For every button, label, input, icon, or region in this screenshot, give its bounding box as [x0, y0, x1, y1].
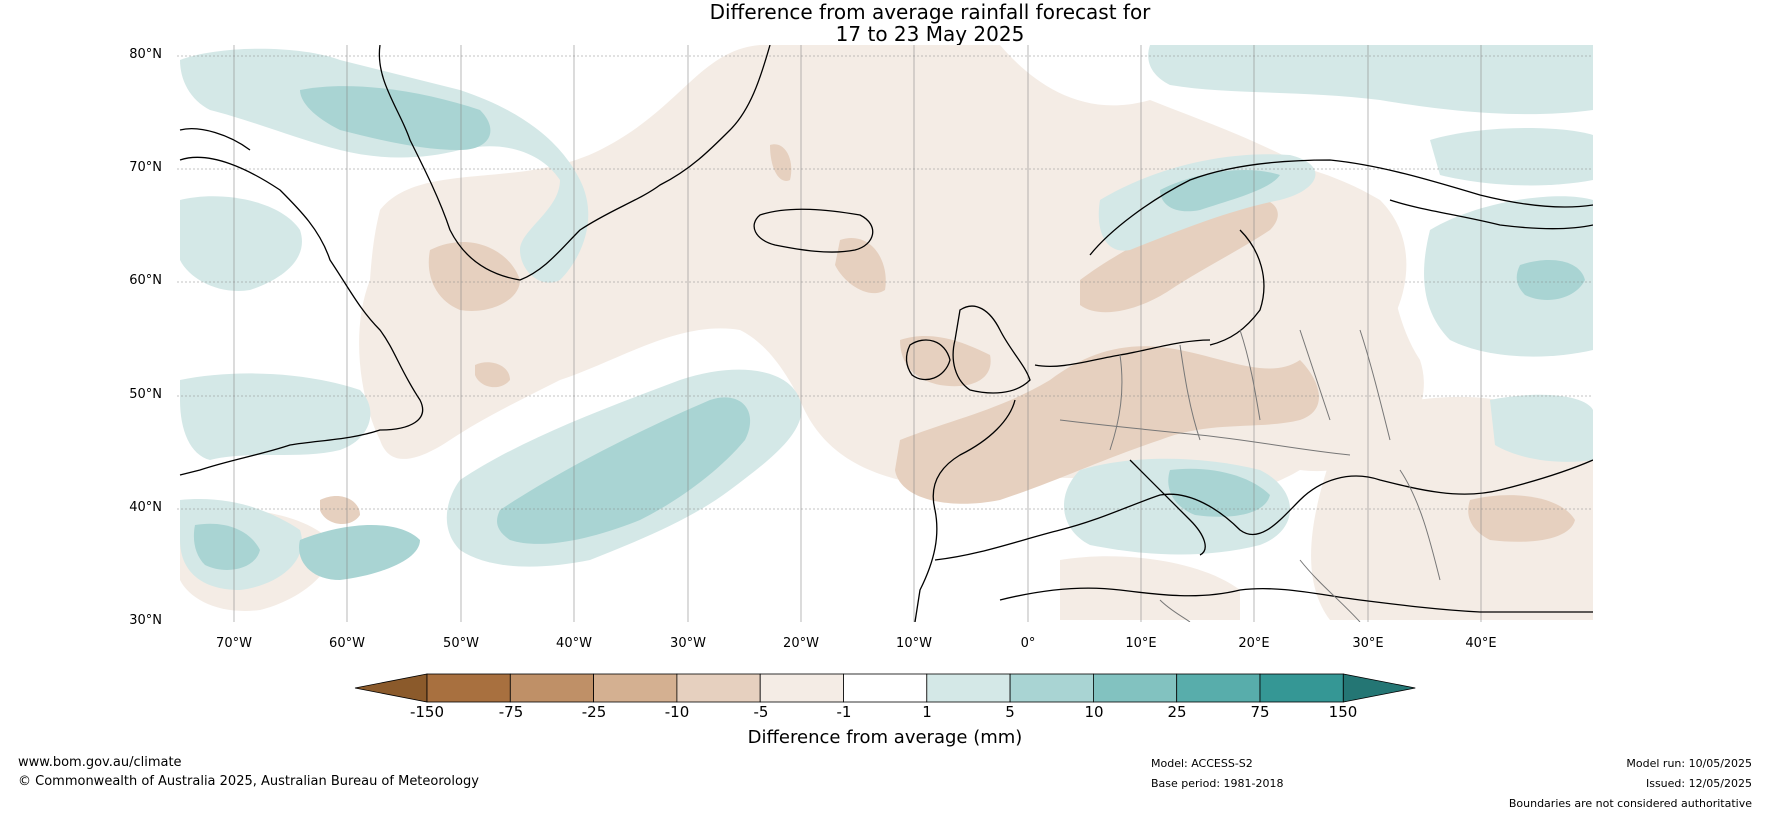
country-borders	[1059, 329, 1441, 622]
wet-area-barents	[1430, 128, 1593, 186]
colorbar-segment	[676, 673, 761, 703]
lon-label-30w: 30°W	[670, 636, 706, 651]
colorbar-segment	[1259, 673, 1344, 703]
dry-area-small-3	[770, 144, 792, 181]
colorbar-tick-label: -150	[409, 703, 445, 721]
colorbar-tick-label: 10	[1084, 703, 1104, 721]
lon-label-40e: 40°E	[1465, 636, 1497, 651]
dry-area-small-1	[320, 495, 360, 525]
sweden-coast	[1209, 229, 1265, 346]
footer-website: www.bom.gov.au/climate	[18, 755, 182, 770]
iceland-coast	[753, 208, 874, 253]
colorbar-tick-label: 75	[1250, 703, 1270, 721]
footer-disclaimer: Boundaries are not considered authoritat…	[1508, 797, 1752, 810]
wet-area-russia-core	[1516, 260, 1585, 300]
lat-label-60n: 60°N	[129, 273, 162, 288]
colorbar-tick-label: -1	[836, 703, 852, 721]
lon-label-40w: 40°W	[556, 636, 592, 651]
wet-area-atlantic-core	[497, 397, 751, 544]
dry-area-south	[1060, 556, 1240, 620]
norway-coast	[1089, 159, 1593, 256]
arctic-coast	[1389, 199, 1593, 230]
colorbar-segment	[426, 673, 511, 703]
lon-label-10w: 10°W	[896, 636, 932, 651]
colorbar-tick-label: 150	[1328, 703, 1358, 721]
footer-model-run: Model run: 10/05/2025	[1626, 757, 1752, 770]
lon-label-20e: 20°E	[1238, 636, 1270, 651]
africa-coast	[999, 587, 1593, 613]
dry-area-small-2	[475, 362, 510, 388]
britain-coast	[952, 305, 1031, 394]
colorbar-extend-low	[354, 673, 428, 703]
footer-copyright: © Commonwealth of Australia 2025, Austra…	[18, 774, 479, 789]
colorbar-segment	[509, 673, 594, 703]
lon-label-10e: 10°E	[1125, 636, 1157, 651]
colorbar-segment	[593, 673, 678, 703]
lat-label-40n: 40°N	[129, 500, 162, 515]
wet-area-arctic-east	[1148, 45, 1593, 115]
wet-area-adriatic	[1168, 468, 1270, 517]
colorbar-tick-label: -10	[664, 703, 690, 721]
colorbar-segment	[1176, 673, 1261, 703]
map-title-line2: 17 to 23 May 2025	[835, 22, 1025, 46]
wet-area-mid-atlantic	[299, 525, 420, 580]
colorbar-tick-label: -75	[498, 703, 524, 721]
greenland-coast	[378, 45, 771, 281]
wet-area-east-edge	[1490, 394, 1593, 462]
colorbar-extend-high	[1342, 673, 1416, 703]
footer-base-period: Base period: 1981-2018	[1151, 777, 1284, 790]
colorbar-tick-label: 1	[922, 703, 932, 721]
dry-area-uk	[900, 335, 991, 387]
colorbar-segment	[926, 673, 1011, 703]
lon-label-60w: 60°W	[329, 636, 365, 651]
wet-area-greenland	[180, 48, 589, 283]
colorbar-tick-label: -25	[581, 703, 607, 721]
wet-area-greenland-core	[300, 86, 491, 150]
anomaly-fields	[180, 45, 1593, 620]
lat-label-70n: 70°N	[129, 160, 162, 175]
lon-label-20w: 20°W	[783, 636, 819, 651]
lon-label-30e: 30°E	[1352, 636, 1384, 651]
lon-label-70w: 70°W	[216, 636, 252, 651]
colorbar-tick-label: 5	[1005, 703, 1015, 721]
colorbar-title: Difference from average (mm)	[747, 727, 1023, 748]
labrador-coast	[179, 128, 251, 151]
footer-model: Model: ACCESS-S2	[1151, 757, 1253, 770]
map-title-line1: Difference from average rainfall forecas…	[709, 0, 1151, 24]
colorbar-segment	[1009, 673, 1094, 703]
dry-area-iceland	[835, 238, 886, 294]
dry-area-norway	[1080, 197, 1278, 313]
colorbar-segment	[843, 673, 928, 703]
wet-area-southwest-core	[193, 523, 260, 570]
lat-label-50n: 50°N	[129, 387, 162, 402]
mediterranean-north-coast	[934, 459, 1593, 561]
dry-area-turkey	[1468, 495, 1575, 542]
lat-label-30n: 30°N	[129, 613, 162, 628]
ireland-coast	[905, 339, 951, 381]
colorbar-segment	[1093, 673, 1178, 703]
wet-area-russia	[1424, 196, 1593, 357]
colorbar	[354, 673, 1416, 703]
gridlines	[177, 45, 1593, 622]
lon-label-0: 0°	[1020, 636, 1036, 651]
colorbar-tick-label: 25	[1167, 703, 1187, 721]
wet-area-newfoundland	[180, 373, 371, 460]
coastlines	[179, 45, 1593, 622]
italy-coast	[1129, 459, 1206, 556]
footer-issued: Issued: 12/05/2025	[1645, 777, 1752, 790]
dry-area-greenland	[428, 241, 520, 311]
colorbar-tick-label: -5	[753, 703, 769, 721]
colorbar-segment	[759, 673, 844, 703]
france-spain-coast	[914, 399, 1016, 622]
lat-label-80n: 80°N	[129, 47, 162, 62]
lon-label-50w: 50°W	[443, 636, 479, 651]
canada-coast	[179, 156, 424, 476]
wet-area-canada	[180, 196, 302, 291]
